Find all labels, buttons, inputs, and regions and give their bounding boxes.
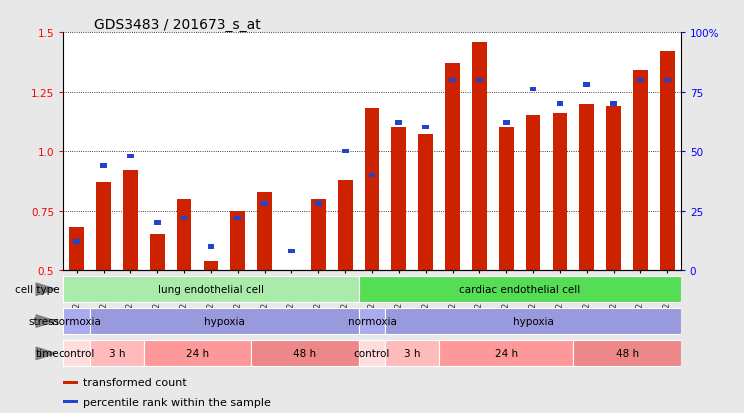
Bar: [231, 211, 245, 271]
Text: 24 h: 24 h: [495, 349, 518, 358]
Polygon shape: [36, 347, 56, 360]
FancyBboxPatch shape: [385, 341, 439, 366]
Bar: [74, 240, 80, 244]
Bar: [365, 109, 379, 271]
Bar: [418, 135, 433, 271]
Bar: [96, 183, 111, 271]
Bar: [100, 164, 107, 168]
Polygon shape: [36, 283, 56, 296]
FancyBboxPatch shape: [144, 341, 251, 366]
Bar: [63, 381, 78, 384]
Bar: [127, 154, 134, 159]
Bar: [423, 126, 429, 130]
FancyBboxPatch shape: [439, 341, 574, 366]
FancyBboxPatch shape: [359, 341, 385, 366]
Bar: [472, 43, 487, 271]
FancyBboxPatch shape: [359, 277, 681, 302]
FancyBboxPatch shape: [251, 341, 359, 366]
Text: time: time: [36, 349, 60, 358]
Text: cardiac endothelial cell: cardiac endothelial cell: [459, 285, 580, 294]
Text: percentile rank within the sample: percentile rank within the sample: [83, 397, 271, 407]
Bar: [154, 221, 161, 225]
Bar: [234, 216, 241, 221]
Bar: [150, 235, 164, 271]
Text: stress: stress: [28, 316, 60, 326]
Bar: [341, 150, 348, 154]
Text: 3 h: 3 h: [109, 349, 125, 358]
Text: cell type: cell type: [15, 285, 60, 294]
Bar: [583, 83, 590, 88]
FancyBboxPatch shape: [63, 277, 359, 302]
Text: lung endothelial cell: lung endothelial cell: [158, 285, 264, 294]
FancyBboxPatch shape: [385, 309, 681, 334]
Text: normoxia: normoxia: [347, 316, 397, 326]
Bar: [664, 78, 670, 83]
Bar: [204, 261, 218, 271]
Bar: [63, 401, 78, 403]
Bar: [476, 78, 483, 83]
Bar: [449, 78, 456, 83]
FancyBboxPatch shape: [359, 309, 385, 334]
Text: 48 h: 48 h: [615, 349, 638, 358]
Bar: [445, 64, 460, 271]
Bar: [311, 199, 326, 271]
Text: 48 h: 48 h: [293, 349, 316, 358]
Polygon shape: [36, 315, 56, 328]
Text: control: control: [59, 349, 94, 358]
Text: 24 h: 24 h: [186, 349, 209, 358]
Text: control: control: [354, 349, 390, 358]
Bar: [391, 128, 406, 271]
Text: normoxia: normoxia: [52, 316, 101, 326]
Bar: [315, 202, 321, 206]
Bar: [123, 171, 138, 271]
Text: hypoxia: hypoxia: [204, 316, 245, 326]
Text: 3 h: 3 h: [404, 349, 420, 358]
Bar: [181, 216, 187, 221]
FancyBboxPatch shape: [90, 309, 359, 334]
Bar: [660, 52, 675, 271]
Bar: [176, 199, 191, 271]
Bar: [637, 78, 644, 83]
FancyBboxPatch shape: [63, 309, 90, 334]
FancyBboxPatch shape: [63, 341, 90, 366]
Text: transformed count: transformed count: [83, 377, 187, 387]
Bar: [557, 102, 563, 107]
Bar: [553, 114, 568, 271]
Bar: [580, 104, 594, 271]
FancyBboxPatch shape: [574, 341, 681, 366]
Text: GDS3483 / 201673_s_at: GDS3483 / 201673_s_at: [94, 18, 261, 32]
Bar: [526, 116, 540, 271]
Bar: [208, 244, 214, 249]
Text: hypoxia: hypoxia: [513, 316, 554, 326]
Bar: [338, 180, 353, 271]
Bar: [606, 107, 621, 271]
Bar: [633, 71, 648, 271]
Bar: [257, 192, 272, 271]
Bar: [499, 128, 513, 271]
Bar: [610, 102, 617, 107]
Bar: [530, 88, 536, 92]
Bar: [69, 228, 84, 271]
Bar: [368, 173, 376, 178]
Bar: [396, 121, 403, 126]
Bar: [261, 202, 268, 206]
FancyBboxPatch shape: [90, 341, 144, 366]
Bar: [288, 249, 295, 254]
Bar: [503, 121, 510, 126]
